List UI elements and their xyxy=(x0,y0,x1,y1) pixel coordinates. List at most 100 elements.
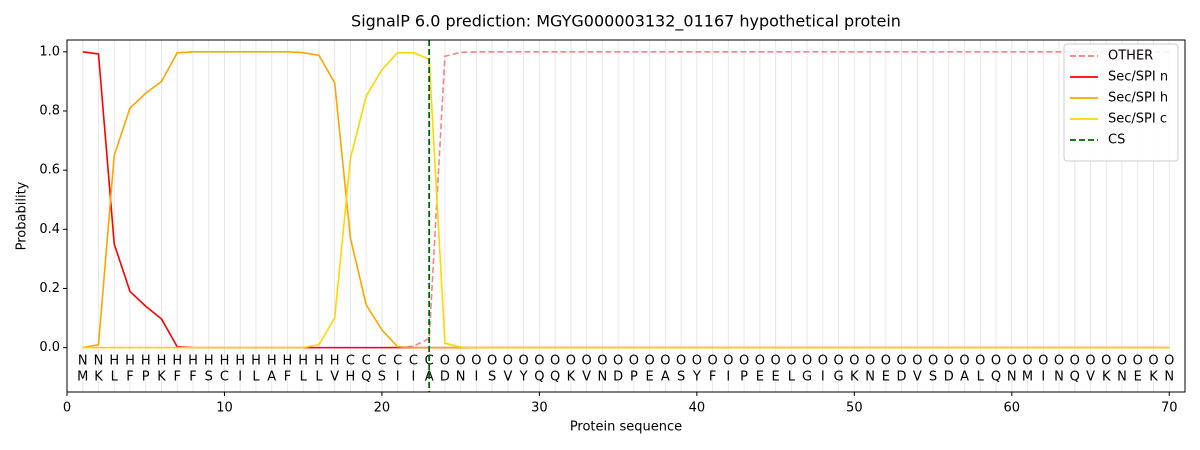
region-label: H xyxy=(109,354,119,369)
region-label: O xyxy=(818,354,828,369)
residue-label: E xyxy=(1134,370,1142,385)
region-label: O xyxy=(802,354,812,369)
residue-label: Q xyxy=(991,370,1001,385)
series-line xyxy=(82,51,1170,349)
region-label: H xyxy=(330,354,340,369)
region-label: O xyxy=(566,354,576,369)
region-label: O xyxy=(1117,354,1127,369)
residue-label: I xyxy=(474,370,478,385)
legend-label: OTHER xyxy=(1108,49,1153,64)
region-label: O xyxy=(1007,354,1017,369)
region-label: H xyxy=(157,354,167,369)
y-tick-label: 0.6 xyxy=(39,163,60,178)
residue-label: K xyxy=(94,370,103,385)
region-label: O xyxy=(865,354,875,369)
residue-label: I xyxy=(412,370,416,385)
residue-label: Q xyxy=(361,370,371,385)
region-label: N xyxy=(78,354,88,369)
region-label: H xyxy=(235,354,245,369)
residue-label: L xyxy=(315,370,323,385)
region-label: O xyxy=(487,354,497,369)
residue-label: Q xyxy=(550,370,560,385)
residue-label: Y xyxy=(692,370,701,385)
residue-label: K xyxy=(157,370,166,385)
region-label: H xyxy=(298,354,308,369)
residue-label: V xyxy=(913,370,922,385)
region-label: O xyxy=(471,354,481,369)
x-tick-label: 50 xyxy=(846,401,863,416)
region-label: O xyxy=(534,354,544,369)
residue-label: E xyxy=(882,370,890,385)
region-label: O xyxy=(503,354,513,369)
x-tick-label: 0 xyxy=(63,401,71,416)
region-label: H xyxy=(141,354,151,369)
region-label: H xyxy=(267,354,277,369)
x-tick-label: 70 xyxy=(1161,401,1178,416)
residue-label: D xyxy=(944,370,954,385)
residue-label: F xyxy=(189,370,196,385)
residue-label: S xyxy=(488,370,496,385)
series-line xyxy=(82,51,1170,349)
residue-label: K xyxy=(1102,370,1111,385)
residue-label: A xyxy=(267,370,276,385)
residue-label: N xyxy=(1054,370,1064,385)
region-label: O xyxy=(991,354,1001,369)
region-label: O xyxy=(1038,354,1048,369)
region-label: O xyxy=(723,354,733,369)
region-label: O xyxy=(959,354,969,369)
residue-label: V xyxy=(582,370,591,385)
residue-label: V xyxy=(503,370,512,385)
region-label: H xyxy=(314,354,324,369)
residue-label: M xyxy=(1022,370,1033,385)
y-tick-label: 0.0 xyxy=(39,340,60,355)
residue-label: N xyxy=(1164,370,1174,385)
legend-box xyxy=(1063,43,1179,162)
y-axis-label: Probability xyxy=(15,181,30,250)
residue-label: I xyxy=(821,370,825,385)
y-tick-label: 0.4 xyxy=(39,222,60,237)
x-tick-label: 20 xyxy=(374,401,391,416)
region-label: C xyxy=(409,354,418,369)
region-label: O xyxy=(1148,354,1158,369)
plot-frame xyxy=(66,39,1186,393)
legend-label: Sec/SPI n xyxy=(1108,70,1168,85)
region-label: O xyxy=(1101,354,1111,369)
residue-label: P xyxy=(142,370,150,385)
residue-label: I xyxy=(396,370,400,385)
x-tick-label: 60 xyxy=(1004,401,1021,416)
residue-label: S xyxy=(929,370,937,385)
residue-label: F xyxy=(173,370,180,385)
region-label: N xyxy=(94,354,104,369)
residue-label: K xyxy=(1149,370,1158,385)
residue-label: N xyxy=(598,370,608,385)
residue-label: I xyxy=(238,370,242,385)
residue-label: I xyxy=(726,370,730,385)
residue-label: C xyxy=(220,370,229,385)
region-label: O xyxy=(1054,354,1064,369)
region-label: C xyxy=(393,354,402,369)
residue-label: F xyxy=(709,370,716,385)
region-label: H xyxy=(283,354,293,369)
residue-label: G xyxy=(802,370,812,385)
residue-label: V xyxy=(1086,370,1095,385)
residue-label: E xyxy=(646,370,654,385)
region-label: O xyxy=(1085,354,1095,369)
y-tick-label: 0.2 xyxy=(39,281,60,296)
residue-label: L xyxy=(977,370,985,385)
x-axis-label: Protein sequence xyxy=(570,420,682,435)
residue-label: D xyxy=(613,370,623,385)
residue-label: V xyxy=(330,370,339,385)
residue-label: D xyxy=(897,370,907,385)
legend-label: CS xyxy=(1108,133,1125,148)
residue-label: S xyxy=(205,370,213,385)
region-label: H xyxy=(125,354,135,369)
region-label: O xyxy=(1070,354,1080,369)
region-label: O xyxy=(849,354,859,369)
region-label: O xyxy=(1133,354,1143,369)
region-label: O xyxy=(975,354,985,369)
series-line xyxy=(82,51,1170,349)
region-label: O xyxy=(660,354,670,369)
region-label: O xyxy=(582,354,592,369)
y-tick-label: 0.8 xyxy=(39,103,60,118)
region-label: O xyxy=(707,354,717,369)
